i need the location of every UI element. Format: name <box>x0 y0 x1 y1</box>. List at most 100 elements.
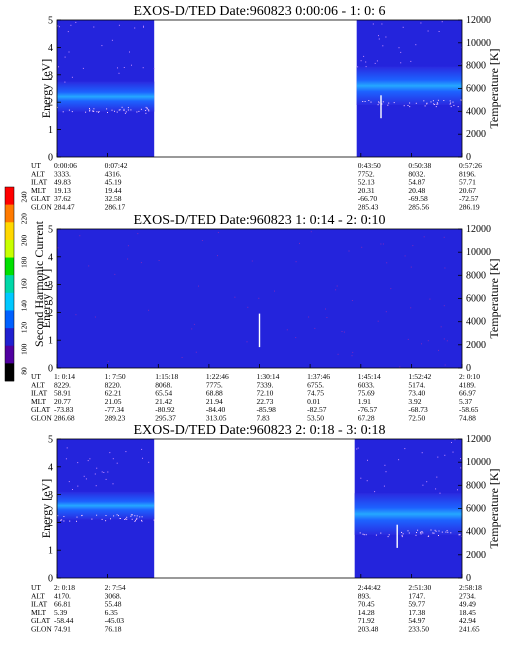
data-point <box>421 343 422 345</box>
data-point <box>158 260 160 261</box>
data-point <box>274 290 275 292</box>
data-point <box>119 109 121 111</box>
data-point <box>140 262 142 264</box>
data-point <box>412 245 414 247</box>
data-point <box>98 111 100 113</box>
y-tick-label: 2 <box>48 98 53 109</box>
ephemeris-value: 71.92 <box>358 616 375 625</box>
data-point <box>402 533 404 535</box>
data-point <box>123 67 125 68</box>
data-point <box>380 243 382 245</box>
colorbar-swatch <box>5 204 14 223</box>
data-point <box>365 61 367 63</box>
data-point <box>388 534 390 536</box>
data-point <box>401 534 403 536</box>
data-point <box>387 104 389 106</box>
y-tick-label: 3 <box>48 70 53 81</box>
data-point <box>400 51 402 53</box>
data-point <box>407 530 409 532</box>
data-point <box>62 111 64 113</box>
data-point <box>420 531 422 533</box>
data-point <box>118 72 120 74</box>
colorbar-swatch <box>5 239 14 258</box>
data-point <box>124 112 126 114</box>
data-point <box>217 255 218 257</box>
ephemeris-row-label: ALT <box>31 591 45 600</box>
y2-axis-label: Temperature [K] <box>487 258 501 338</box>
ephemeris-value: 6755. <box>307 380 324 389</box>
data-point <box>79 235 81 237</box>
ephemeris-value: -69.58 <box>408 194 428 203</box>
chart-title: EXOS-D/TED Date:960823 1: 0:14 - 2: 0:10 <box>134 213 386 228</box>
data-point <box>75 314 77 316</box>
data-point <box>234 296 236 298</box>
ephemeris-value: 72.50 <box>408 414 425 423</box>
data-point <box>89 110 91 112</box>
colorbar-tick-label: 120 <box>20 322 29 334</box>
data-point <box>89 108 90 109</box>
data-point <box>439 492 441 494</box>
data-point <box>388 102 390 104</box>
ephemeris-value: 3333. <box>54 169 71 178</box>
data-point <box>459 534 461 536</box>
data-point <box>145 112 147 114</box>
ephemeris-value: 7775. <box>206 380 223 389</box>
data-point <box>299 242 300 244</box>
data-point <box>325 308 326 310</box>
data-point <box>435 106 437 108</box>
y2-tick-label: 4000 <box>466 527 486 538</box>
data-point <box>422 484 424 486</box>
data-point <box>426 481 428 483</box>
data-point <box>125 518 127 520</box>
data-point <box>451 442 452 443</box>
data-point <box>433 532 435 534</box>
data-point <box>381 23 383 25</box>
data-point <box>93 108 95 110</box>
colorbar-swatch <box>5 310 14 329</box>
data-point <box>124 519 126 520</box>
ephemeris-value: 1:45:14 <box>358 372 381 381</box>
ephemeris-value: 52.13 <box>358 178 375 187</box>
ephemeris-value: 4316. <box>105 169 122 178</box>
data-point <box>126 518 128 520</box>
data-point <box>401 532 402 533</box>
data-point <box>92 110 94 112</box>
data-point <box>136 518 138 520</box>
data-point <box>457 106 459 108</box>
data-point <box>450 532 452 534</box>
ephemeris-value: -85.98 <box>257 405 277 414</box>
data-point <box>452 451 454 453</box>
colorbar-frame <box>4 186 15 382</box>
data-point <box>142 67 144 69</box>
data-point <box>141 520 143 522</box>
data-point <box>432 532 434 534</box>
ephemeris-value: 1.91 <box>358 397 371 406</box>
data-point <box>341 331 343 332</box>
data-point <box>98 111 99 113</box>
data-point <box>415 102 417 104</box>
data-point <box>360 60 362 62</box>
data-point <box>121 106 123 108</box>
y-tick-label: 0 <box>48 364 53 375</box>
y2-tick-label: 10000 <box>466 247 491 258</box>
y2-tick-label: 12000 <box>466 15 491 26</box>
y2-tick-label: 8000 <box>466 480 486 491</box>
ephemeris-value: -73.83 <box>54 405 74 414</box>
ephemeris-row-label: ILAT <box>31 389 48 398</box>
data-point <box>449 103 451 105</box>
data-segment <box>356 20 463 157</box>
data-point <box>103 472 105 473</box>
y-tick-label: 0 <box>48 574 53 585</box>
data-point <box>436 102 438 104</box>
data-point <box>398 47 400 49</box>
ephemeris-value: 1: 7:50 <box>105 372 126 381</box>
data-point <box>409 106 411 108</box>
ephemeris-value: 8220. <box>105 380 122 389</box>
data-point <box>430 529 432 531</box>
colorbar-swatch <box>5 345 14 364</box>
ephemeris-row-label: GLAT <box>31 616 51 625</box>
data-point <box>118 24 120 26</box>
ephemeris-value: 285.43 <box>358 203 379 212</box>
ephemeris-value: 74.91 <box>54 625 71 634</box>
data-point <box>410 60 412 62</box>
